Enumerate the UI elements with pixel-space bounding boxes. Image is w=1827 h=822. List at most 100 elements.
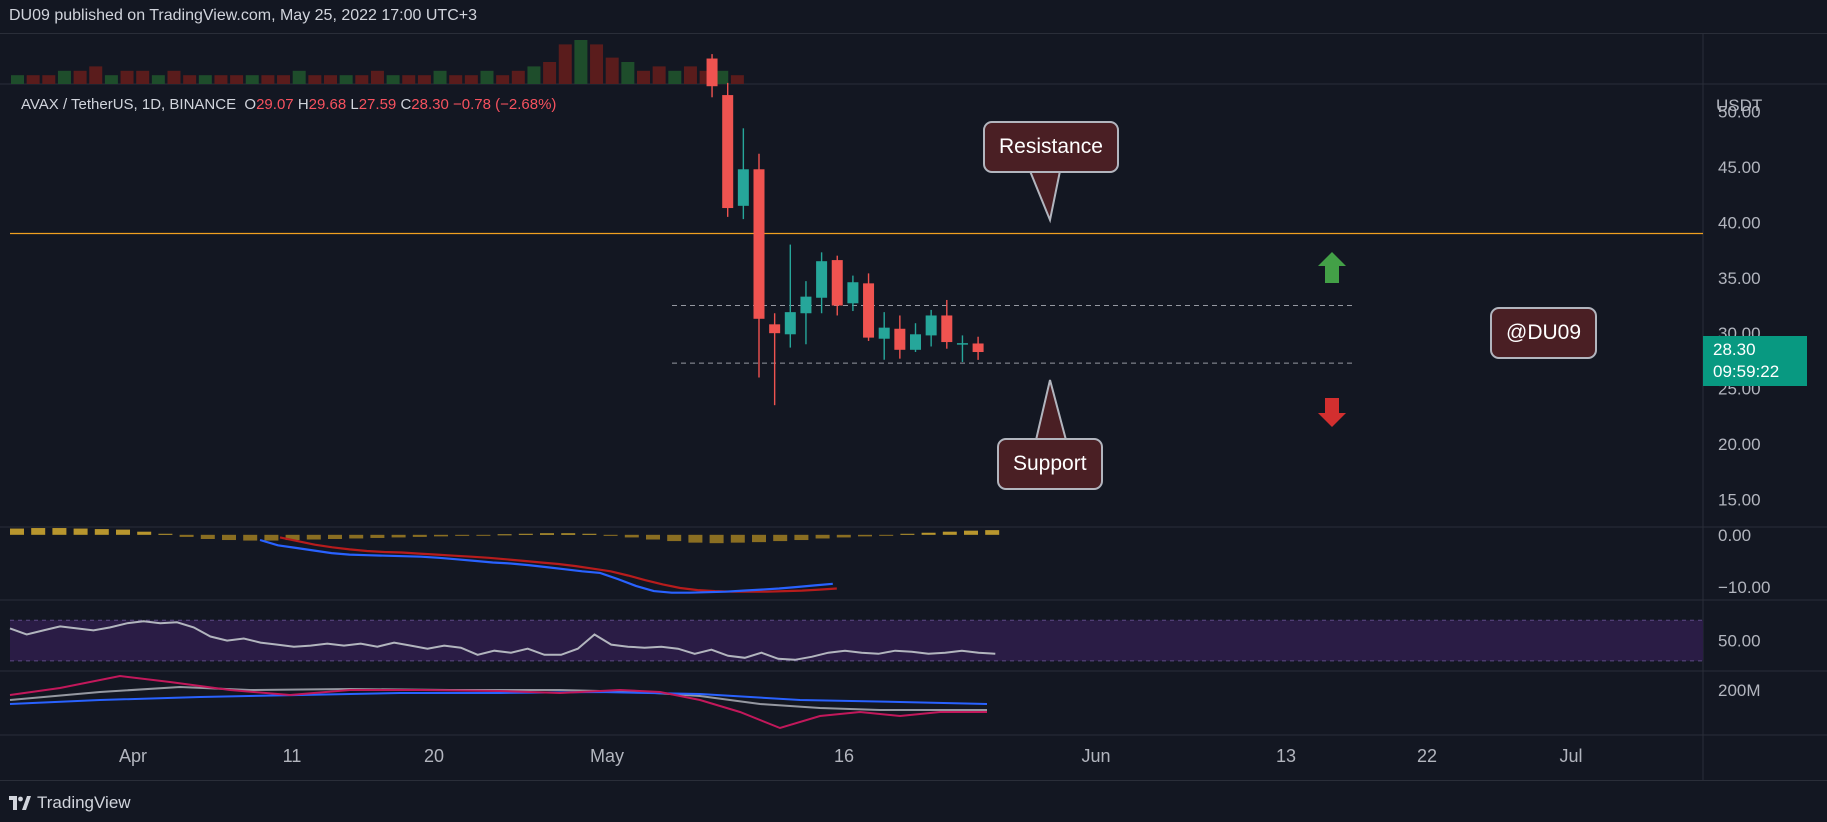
volume-bar	[683, 66, 697, 84]
macd-histogram-bar	[667, 534, 682, 542]
legend-close-label: C	[400, 96, 412, 113]
candle-body	[753, 169, 765, 319]
volume-tick-label: 200M	[1718, 681, 1761, 700]
date-tick-label: 13	[1276, 746, 1296, 766]
macd-histogram-bar	[349, 534, 364, 539]
date-tick-label: 11	[283, 746, 302, 766]
volume-bar	[355, 75, 369, 84]
macd-histogram-bar	[391, 534, 406, 538]
macd-histogram-bar	[900, 533, 915, 535]
volume-bar	[637, 70, 650, 84]
macd-signal-line	[279, 536, 837, 593]
legend-low-label: L	[350, 96, 359, 113]
volume-bar	[104, 75, 118, 84]
rsi-line	[9, 620, 996, 661]
macd-histogram-bar	[370, 534, 385, 538]
volume-bar	[339, 75, 353, 84]
macd-histogram-bar	[455, 534, 470, 536]
volume-bar	[480, 70, 494, 84]
volume-bar	[245, 75, 259, 84]
tradingview-logo-icon	[9, 796, 31, 810]
resistance-note[interactable]: Resistance	[983, 121, 1119, 173]
up-arrow-icon	[1318, 252, 1346, 283]
volume-bar	[417, 75, 431, 84]
date-tick-label: Jun	[1081, 746, 1110, 766]
macd-tick-label: 0.00	[1718, 526, 1751, 545]
volume-bar	[73, 70, 87, 84]
volume-bar	[214, 75, 228, 84]
author-note[interactable]: @DU09	[1490, 307, 1598, 359]
macd-histogram-bar	[243, 534, 258, 541]
macd-histogram-bar	[476, 534, 491, 536]
price-tick-label: 35.00	[1718, 269, 1761, 288]
volume-bar	[26, 75, 40, 84]
macd-histogram-bar	[540, 533, 554, 535]
volume-bar	[543, 62, 557, 84]
macd-histogram-bar	[858, 534, 872, 537]
legend-symbol[interactable]: AVAX / TetherUS, 1D, BINANCE	[21, 96, 237, 113]
price-tick-label: 40.00	[1718, 213, 1761, 232]
macd-histogram-bar	[752, 534, 766, 543]
macd-line	[259, 538, 833, 594]
support-note[interactable]: Support	[997, 438, 1103, 490]
candle-body	[941, 315, 953, 343]
currency-label: USDT	[1716, 96, 1762, 115]
legend-low: 27.59	[358, 96, 397, 113]
volume-bar	[590, 44, 604, 84]
volume-bar	[464, 75, 478, 84]
candle-body	[878, 327, 890, 339]
date-tick-label: Apr	[119, 746, 147, 766]
volume-ma-pink	[9, 674, 987, 730]
macd-histogram-bar	[985, 530, 1000, 535]
macd-histogram-bar	[879, 534, 894, 536]
price-tick-label: 15.00	[1718, 490, 1761, 509]
macd-histogram-bar	[137, 531, 152, 535]
candle-body	[863, 283, 875, 338]
resistance-pointer	[1028, 170, 1062, 224]
volume-bar	[198, 75, 212, 84]
candle-body	[956, 343, 968, 345]
macd-histogram-bar	[646, 534, 660, 540]
macd-histogram-bar	[794, 534, 809, 541]
candle-body	[847, 282, 859, 304]
volume-bar	[89, 66, 103, 84]
price-tick-label: 20.00	[1718, 435, 1761, 454]
volume-bar	[668, 70, 682, 84]
candle-body	[737, 169, 749, 206]
publisher-text: DU09 published on TradingView.com, May 2…	[9, 7, 477, 24]
volume-bar	[402, 75, 416, 84]
macd-histogram-bar	[730, 534, 745, 543]
macd-histogram-bar	[688, 534, 703, 543]
macd-histogram-bar	[179, 534, 194, 537]
macd-histogram-bar	[31, 528, 46, 535]
tradingview-logo[interactable]: TradingView	[9, 793, 131, 813]
legend-close: 28.30	[411, 96, 449, 113]
rsi-tick-label: 50.00	[1718, 632, 1761, 651]
volume-bar	[449, 75, 463, 84]
macd-histogram-bar	[836, 534, 851, 538]
volume-bar	[151, 75, 165, 84]
candle-body	[831, 260, 843, 306]
bar-countdown: 09:59:22	[1713, 362, 1780, 381]
macd-histogram-bar	[921, 532, 936, 535]
macd-histogram-bar	[264, 534, 279, 541]
volume-bar	[715, 70, 729, 84]
legend-high: 29.68	[308, 96, 347, 113]
macd-histogram-bar	[158, 533, 173, 535]
macd-histogram-bar	[412, 534, 427, 537]
volume-bar	[370, 70, 384, 84]
candle-body	[706, 58, 718, 87]
macd-histogram-bar	[773, 534, 788, 542]
macd-histogram-bar	[52, 528, 67, 535]
candle-body	[925, 315, 937, 336]
macd-histogram-bar	[94, 529, 109, 535]
volume-bar	[167, 70, 181, 84]
date-tick-label: 20	[424, 746, 444, 766]
tradingview-brand: TradingView	[37, 793, 131, 812]
macd-histogram-bar	[942, 531, 957, 535]
macd-histogram-bar	[10, 528, 24, 535]
legend-open: 29.07	[256, 96, 294, 113]
volume-bar	[292, 70, 306, 84]
